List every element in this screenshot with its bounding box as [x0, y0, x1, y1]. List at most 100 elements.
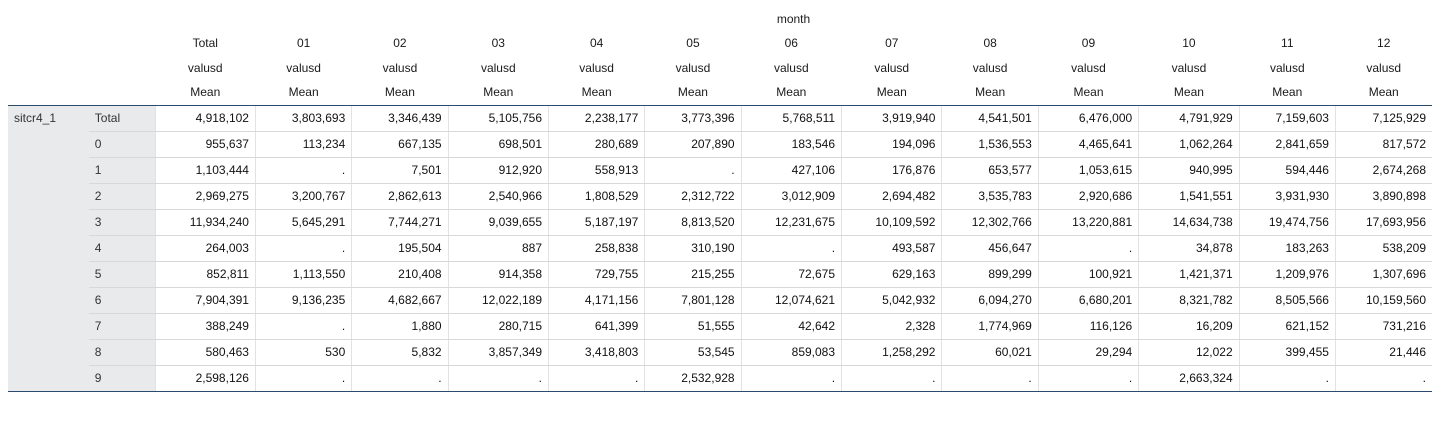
table-cell: .: [1334, 365, 1432, 392]
table-cell: 7,801,128: [644, 287, 742, 314]
table-cell: 3,773,396: [644, 105, 742, 132]
column-header-variable: valusd: [480, 60, 516, 75]
table-cell: 3,200,767: [254, 183, 352, 210]
column-header-statistic: Mean: [1038, 80, 1139, 106]
table-row: 4 264,003. 195,504 887 258,838 310,190. 493,58…: [8, 235, 1432, 262]
column-header-statistic: Mean: [1138, 80, 1240, 106]
column-header-variable: valusd: [1366, 60, 1402, 75]
column-header-statistic: Mean: [351, 80, 449, 106]
table-cell: 899,299: [941, 261, 1039, 288]
table-cell: 7,125,929: [1334, 105, 1432, 132]
table-cell: .: [1238, 365, 1336, 392]
column-header-label: 11: [1281, 36, 1294, 51]
column-header-statistic: Mean: [1239, 80, 1336, 106]
table-cell: 580,463: [154, 339, 256, 366]
table-cell: .: [644, 157, 742, 184]
column-header-label: 08: [983, 36, 997, 51]
table-row: 9 2,598,126.... 2,532,928.... 2,663,324..: [8, 365, 1432, 392]
table-cell: 1,258,292: [841, 339, 942, 366]
table-cell: 731,216: [1334, 313, 1432, 340]
month-header: month: [776, 11, 811, 26]
table-cell: 8,505,566: [1238, 287, 1336, 314]
table-row: 8 580,463 530 5,832 3,857,349 3,418,803 53,545…: [8, 339, 1432, 366]
table-cell: 6,094,270: [941, 287, 1039, 314]
table-cell: 17,693,956: [1334, 209, 1432, 236]
table-cell: 530: [254, 339, 352, 366]
table-cell: 29,294: [1037, 339, 1139, 366]
column-header-variable: valusd: [1269, 60, 1305, 75]
row-category-label: 9: [88, 365, 156, 392]
table-cell: 8,813,520: [644, 209, 742, 236]
table-cell: 7,159,603: [1238, 105, 1336, 132]
row-category-label: 1: [88, 157, 156, 184]
table-cell: 12,022,189: [447, 287, 549, 314]
column-header-label: 12: [1377, 36, 1391, 51]
table-cell: 456,647: [941, 235, 1039, 262]
table-cell: 955,637: [154, 131, 256, 158]
column-header-statistic: Mean: [1335, 80, 1432, 106]
table-cell: 1,053,615: [1037, 157, 1139, 184]
table-cell: 100,921: [1037, 261, 1139, 288]
table-cell: .: [841, 365, 942, 392]
table-cell: 9,136,235: [254, 287, 352, 314]
table-body: sitcr4_1 Total 4,918,102 3,803,693 3,346,439…: [8, 105, 1432, 392]
table-row: 6 7,904,391 9,136,235 4,682,667 12,022,189 4,…: [8, 287, 1432, 314]
table-cell: 1,808,529: [547, 183, 645, 210]
table-cell: 2,312,722: [644, 183, 742, 210]
column-header-label: 03: [491, 36, 505, 51]
column-header-variable: valusd: [675, 60, 711, 75]
table-cell: 53,545: [644, 339, 742, 366]
row-category-label: 6: [88, 287, 156, 314]
table-cell: 1,103,444: [154, 157, 256, 184]
table-cell: 940,995: [1138, 157, 1240, 184]
table-cell: 1,209,976: [1238, 261, 1336, 288]
table-cell: 264,003: [154, 235, 256, 262]
row-category-label: 3: [88, 209, 156, 236]
table-cell: 1,774,969: [941, 313, 1039, 340]
table-cell: 176,876: [841, 157, 942, 184]
table-cell: 19,474,756: [1238, 209, 1336, 236]
table-cell: 641,399: [547, 313, 645, 340]
column-header-variable: valusd: [874, 60, 910, 75]
row-category-label: 8: [88, 339, 156, 366]
table-cell: 72,675: [740, 261, 842, 288]
column-header-label: 06: [784, 36, 798, 51]
table-cell: 207,890: [644, 131, 742, 158]
row-variable-label: sitcr4_1: [8, 105, 89, 392]
table-cell: 621,152: [1238, 313, 1336, 340]
table-cell: 2,862,613: [351, 183, 449, 210]
table-cell: 10,159,560: [1334, 287, 1432, 314]
table-cell: 1,541,551: [1138, 183, 1240, 210]
table-cell: 183,546: [740, 131, 842, 158]
table-cell: 4,791,929: [1138, 105, 1240, 132]
column-header-label: 04: [589, 36, 604, 51]
table-header: month Total 01 02 03 04 05 06 07 08 09 10 11 12 valu…: [8, 6, 1432, 106]
column-header-statistic: Mean: [644, 80, 742, 106]
column-header-variable: valusd: [187, 60, 223, 75]
table-cell: 60,021: [941, 339, 1039, 366]
table-cell: .: [740, 365, 842, 392]
column-statistic-row: Mean Mean Mean Mean Mean Mean Mean Mean Mean Mean…: [8, 80, 1432, 106]
table-cell: 210,408: [351, 261, 449, 288]
row-category-label: Total: [88, 105, 156, 132]
column-label-row: Total 01 02 03 04 05 06 07 08 09 10 11 12: [8, 31, 1432, 56]
table-cell: 5,832: [351, 339, 449, 366]
table-cell: 4,171,156: [547, 287, 645, 314]
table-cell: 194,096: [841, 131, 942, 158]
table-cell: 2,920,686: [1037, 183, 1139, 210]
table-cell: 183,263: [1238, 235, 1336, 262]
table-cell: 729,755: [547, 261, 645, 288]
table-cell: 16,209: [1138, 313, 1240, 340]
table-cell: 2,598,126: [154, 365, 256, 392]
table-cell: 3,418,803: [547, 339, 645, 366]
table-cell: .: [547, 365, 645, 392]
table-cell: 493,587: [841, 235, 942, 262]
table-cell: 14,634,738: [1138, 209, 1240, 236]
table-row: 0 955,637 113,234 667,135 698,501 280,689 207,…: [8, 131, 1432, 158]
column-header-label: 05: [686, 36, 700, 51]
table-cell: .: [254, 313, 352, 340]
table-cell: 912,920: [447, 157, 549, 184]
table-cell: 5,768,511: [740, 105, 842, 132]
table-cell: 4,682,667: [351, 287, 449, 314]
table-cell: 6,680,201: [1037, 287, 1139, 314]
